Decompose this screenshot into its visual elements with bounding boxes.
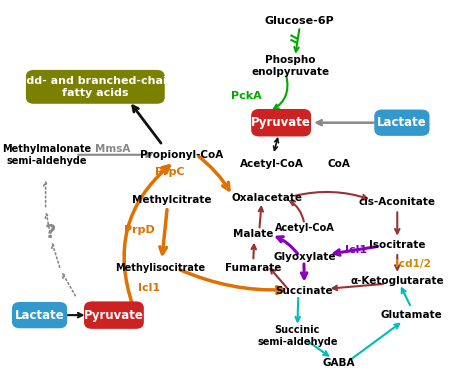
Text: Glucose-6P: Glucose-6P <box>265 16 335 26</box>
Text: Icl1: Icl1 <box>345 245 367 255</box>
FancyArrowPatch shape <box>334 246 377 255</box>
Text: Methylcitrate: Methylcitrate <box>132 195 212 205</box>
Text: PrpD: PrpD <box>124 225 155 235</box>
Text: Methylisocitrate: Methylisocitrate <box>115 263 205 273</box>
FancyBboxPatch shape <box>252 110 310 136</box>
FancyArrowPatch shape <box>395 212 400 233</box>
Text: Isocitrate: Isocitrate <box>369 240 426 250</box>
FancyArrowPatch shape <box>68 313 82 317</box>
FancyArrowPatch shape <box>52 244 60 267</box>
Text: Glutamate: Glutamate <box>380 310 442 320</box>
FancyArrowPatch shape <box>259 207 263 228</box>
FancyArrowPatch shape <box>273 139 278 150</box>
FancyArrowPatch shape <box>333 284 383 290</box>
FancyBboxPatch shape <box>13 303 66 327</box>
Text: ?: ? <box>45 223 56 242</box>
Text: MmsA: MmsA <box>95 144 131 154</box>
Text: Succinate: Succinate <box>275 286 333 296</box>
FancyArrowPatch shape <box>78 152 151 157</box>
FancyBboxPatch shape <box>27 71 164 103</box>
Text: Oxalacetate: Oxalacetate <box>232 193 303 203</box>
Text: Methylmalonate
semi-aldehyde: Methylmalonate semi-aldehyde <box>2 144 91 166</box>
FancyArrowPatch shape <box>295 192 367 199</box>
Text: Lactate: Lactate <box>377 116 427 129</box>
Text: Propionyl-CoA: Propionyl-CoA <box>140 150 223 160</box>
Text: Pyruvate: Pyruvate <box>84 309 144 321</box>
FancyArrowPatch shape <box>351 324 399 360</box>
FancyArrowPatch shape <box>290 201 304 221</box>
FancyArrowPatch shape <box>45 214 51 237</box>
FancyArrowPatch shape <box>252 245 256 258</box>
FancyBboxPatch shape <box>85 302 143 328</box>
Text: Lactate: Lactate <box>15 309 64 321</box>
FancyArrowPatch shape <box>277 237 298 254</box>
Text: Succinic
semi-aldehyde: Succinic semi-aldehyde <box>257 325 337 346</box>
FancyArrowPatch shape <box>199 156 229 190</box>
Text: Malate: Malate <box>233 229 273 239</box>
Text: Icl1: Icl1 <box>137 283 160 293</box>
FancyArrowPatch shape <box>124 166 169 306</box>
Text: Acetyl-CoA: Acetyl-CoA <box>240 159 304 169</box>
FancyArrowPatch shape <box>180 270 283 293</box>
FancyArrowPatch shape <box>133 106 161 143</box>
Text: cis-Aconitate: cis-Aconitate <box>359 197 436 207</box>
FancyArrowPatch shape <box>295 298 300 321</box>
FancyArrowPatch shape <box>309 342 328 356</box>
Text: GABA: GABA <box>323 358 356 368</box>
FancyArrowPatch shape <box>271 269 288 289</box>
Text: Acetyl-CoA: Acetyl-CoA <box>274 223 334 233</box>
FancyArrowPatch shape <box>294 29 299 52</box>
Text: CoA: CoA <box>328 159 351 169</box>
FancyArrowPatch shape <box>317 120 374 125</box>
FancyBboxPatch shape <box>375 110 428 135</box>
Text: α-Ketoglutarate: α-Ketoglutarate <box>350 276 444 286</box>
Text: Odd- and branched-chain
fatty acids: Odd- and branched-chain fatty acids <box>17 76 174 98</box>
FancyArrowPatch shape <box>301 264 307 278</box>
FancyArrowPatch shape <box>395 255 400 270</box>
Text: Fumarate: Fumarate <box>225 263 282 273</box>
Text: PrpC: PrpC <box>155 167 184 177</box>
Text: Icd1/2: Icd1/2 <box>395 259 430 269</box>
Text: Pyruvate: Pyruvate <box>251 116 311 129</box>
FancyArrowPatch shape <box>44 182 47 207</box>
FancyArrowPatch shape <box>274 76 287 109</box>
Text: PckA: PckA <box>231 91 262 101</box>
FancyArrowPatch shape <box>63 274 75 296</box>
Text: Glyoxylate: Glyoxylate <box>273 252 336 262</box>
FancyArrowPatch shape <box>160 209 167 254</box>
Text: Phospho
enolpyruvate: Phospho enolpyruvate <box>251 55 329 77</box>
FancyArrowPatch shape <box>402 288 410 305</box>
